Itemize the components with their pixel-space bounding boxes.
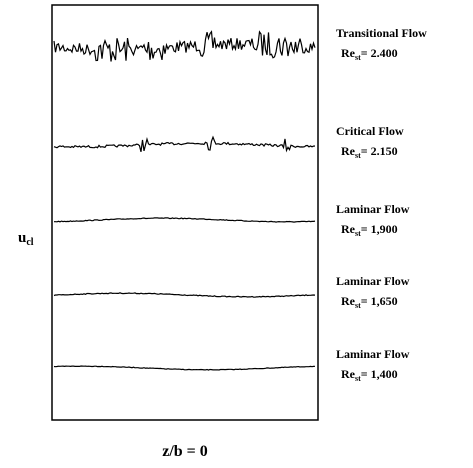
flow-name: Laminar Flow: [336, 274, 410, 288]
re-value: = 1,650: [361, 294, 398, 308]
y-label-sub: cl: [26, 237, 33, 248]
re-subscript: st: [355, 301, 361, 310]
traces: [53, 30, 316, 371]
flow-name: Laminar Flow: [336, 347, 410, 361]
re-symbol: Re: [341, 294, 356, 308]
reynolds-label: Rest= 1,400: [341, 367, 398, 383]
re-value: = 1,900: [361, 222, 398, 236]
re-symbol: Re: [341, 46, 356, 60]
re-subscript: st: [355, 374, 361, 383]
trace-line: [53, 292, 316, 298]
trace-line: [53, 30, 316, 62]
re-value: = 1,400: [361, 367, 398, 381]
re-subscript: st: [355, 53, 361, 62]
x-axis-label: z/b = 0: [162, 443, 208, 460]
re-value: = 2.150: [361, 144, 398, 158]
flow-name: Critical Flow: [336, 124, 404, 138]
plot-frame: [51, 4, 319, 421]
trace-line: [54, 217, 316, 223]
re-symbol: Re: [341, 367, 356, 381]
flow-name: Transitional Flow: [336, 26, 427, 40]
reynolds-label: Rest= 2.400: [341, 46, 398, 62]
re-subscript: st: [355, 229, 361, 238]
re-subscript: st: [355, 151, 361, 160]
re-value: = 2.400: [361, 46, 398, 60]
trace-line: [53, 365, 316, 371]
re-symbol: Re: [341, 222, 356, 236]
y-label-main: u: [18, 230, 26, 246]
y-axis-label: ucl: [18, 230, 34, 248]
trace-line: [53, 135, 316, 153]
reynolds-label: Rest= 2.150: [341, 144, 398, 160]
reynolds-label: Rest= 1,650: [341, 294, 398, 310]
reynolds-label: Rest= 1,900: [341, 222, 398, 238]
flow-name: Laminar Flow: [336, 202, 410, 216]
re-symbol: Re: [341, 144, 356, 158]
